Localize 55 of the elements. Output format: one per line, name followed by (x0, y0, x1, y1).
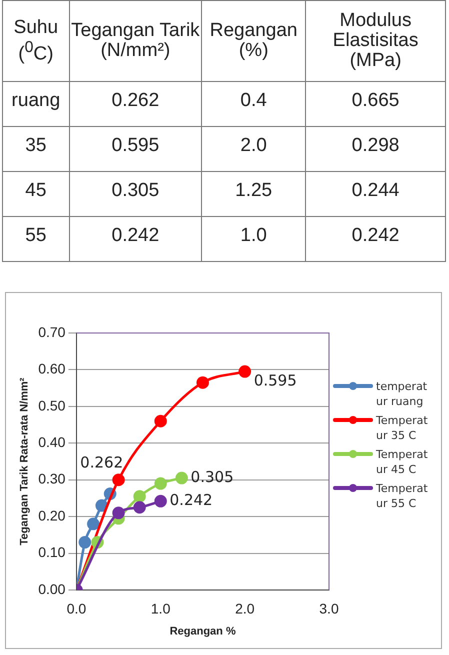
y-tick-label: 0.40 (38, 434, 66, 450)
text: ruang (2, 82, 70, 126)
y-tick-label: 0.10 (38, 544, 66, 560)
legend-label: Temperatur 35 C (376, 413, 429, 444)
text: 0.244 (306, 172, 446, 216)
category-label: Modulus Elastisitas (MPa) (306, 0, 446, 82)
text: 0.305 (69, 172, 202, 216)
y-tick-label: 0.60 (38, 360, 66, 377)
point (95, 499, 108, 512)
point (154, 494, 167, 508)
text: 0.262 (69, 82, 202, 126)
x-tick-label: 1.0 (150, 600, 171, 616)
point (154, 477, 167, 490)
category-label: Tegangan Tarik (N/mm²) (69, 0, 202, 82)
point (196, 376, 209, 389)
y-axis-title: Tegangan Tarik Rata-rata N/mm² (18, 377, 31, 546)
text: 0.595 (69, 126, 202, 172)
legend-label: temperatur ruang (376, 379, 428, 410)
text: 0.298 (306, 126, 446, 172)
category-label: Suhu ($^{0}$C) (2, 0, 70, 82)
y-tick-label: 0.70 (38, 324, 66, 340)
annotation: 0.305 (190, 468, 234, 486)
point (175, 472, 188, 484)
y-tick-label: 0.30 (38, 470, 66, 487)
x-tick-label: 3.0 (319, 600, 339, 616)
point (133, 490, 146, 503)
text: 0.4 (202, 82, 306, 126)
x-tick-label: 2.0 (235, 600, 255, 616)
text: 55 (2, 216, 70, 262)
point (154, 414, 167, 428)
point (87, 518, 100, 530)
category-label: Regangan (%) (202, 0, 306, 82)
text: 0.242 (69, 216, 202, 262)
x-tick-label: 0.0 (66, 600, 86, 616)
legend-label: Temperatur 55 C (376, 481, 429, 512)
annotation: 0.242 (170, 491, 213, 510)
text: 0.665 (306, 82, 446, 126)
annotation: 0.595 (254, 371, 297, 390)
text: 35 (2, 126, 70, 172)
y-tick-label: 0.20 (38, 507, 66, 524)
point (133, 501, 146, 514)
legend-label: Temperatur 45 C (376, 447, 429, 478)
y-tick-label: 0.50 (38, 397, 66, 414)
point (112, 474, 125, 486)
point (238, 365, 252, 378)
text: 0.242 (306, 216, 446, 262)
x-axis-title: Regangan % (170, 625, 236, 638)
point (112, 506, 125, 520)
text: 45 (2, 172, 70, 216)
text: 2.0 (202, 126, 306, 172)
text: 1.25 (202, 172, 306, 216)
point (78, 536, 92, 549)
y-tick-label: 0.00 (38, 580, 66, 597)
annotation: 0.262 (80, 454, 124, 472)
text: 1.0 (202, 216, 306, 262)
